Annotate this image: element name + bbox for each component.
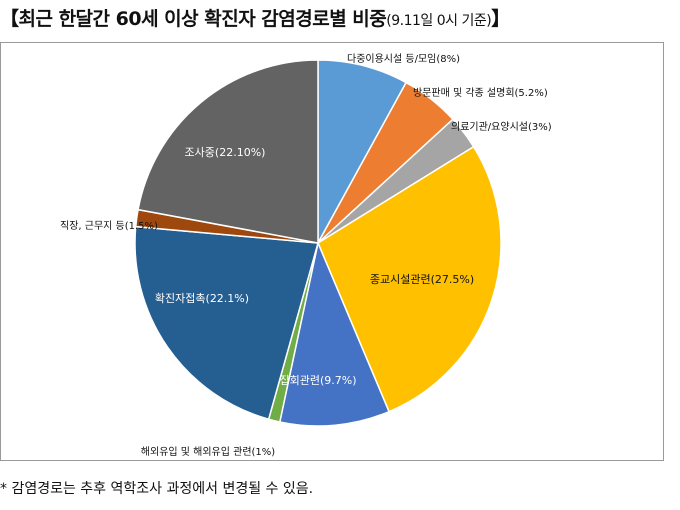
slice-label-2: 방문판매 및 각종 설명회(5.2%) bbox=[413, 87, 548, 99]
title-close-bracket: 】 bbox=[491, 8, 510, 30]
slice-label-7: 확진자접촉(22.1%) bbox=[155, 292, 249, 305]
title-main: 【최근 한달간 60세 이상 확진자 감염경로별 비중 bbox=[0, 8, 387, 30]
page-title: 【최근 한달간 60세 이상 확진자 감염경로별 비중(9.11일 0시 기준)… bbox=[0, 4, 510, 34]
slice-label-9: 조사중(22.10%) bbox=[185, 146, 266, 159]
pie-slice-9 bbox=[137, 59, 319, 244]
pie-slice-7 bbox=[134, 225, 319, 421]
slice-label-1: 다중이용시설 등/모임(8%) bbox=[347, 52, 460, 65]
slice-label-6: 해외유입 및 해외유입 관련(1%) bbox=[141, 445, 276, 458]
slice-label-3: 의료기관/요양시설(3%) bbox=[451, 121, 552, 133]
pie-slice-5 bbox=[278, 240, 391, 427]
slice-label-8: 직장, 근무지 등(1.5%) bbox=[60, 220, 158, 232]
slice-label-5: 집회관련(9.7%) bbox=[279, 374, 356, 387]
pie-slice-4 bbox=[317, 145, 502, 413]
footnote: * 감염경로는 추후 역학조사 과정에서 변경될 수 있음. bbox=[0, 481, 314, 497]
slice-label-4: 종교시설관련(27.5%) bbox=[370, 273, 474, 286]
pie-slice-1 bbox=[317, 59, 408, 244]
title-subtitle: (9.11일 0시 기준) bbox=[386, 13, 492, 29]
